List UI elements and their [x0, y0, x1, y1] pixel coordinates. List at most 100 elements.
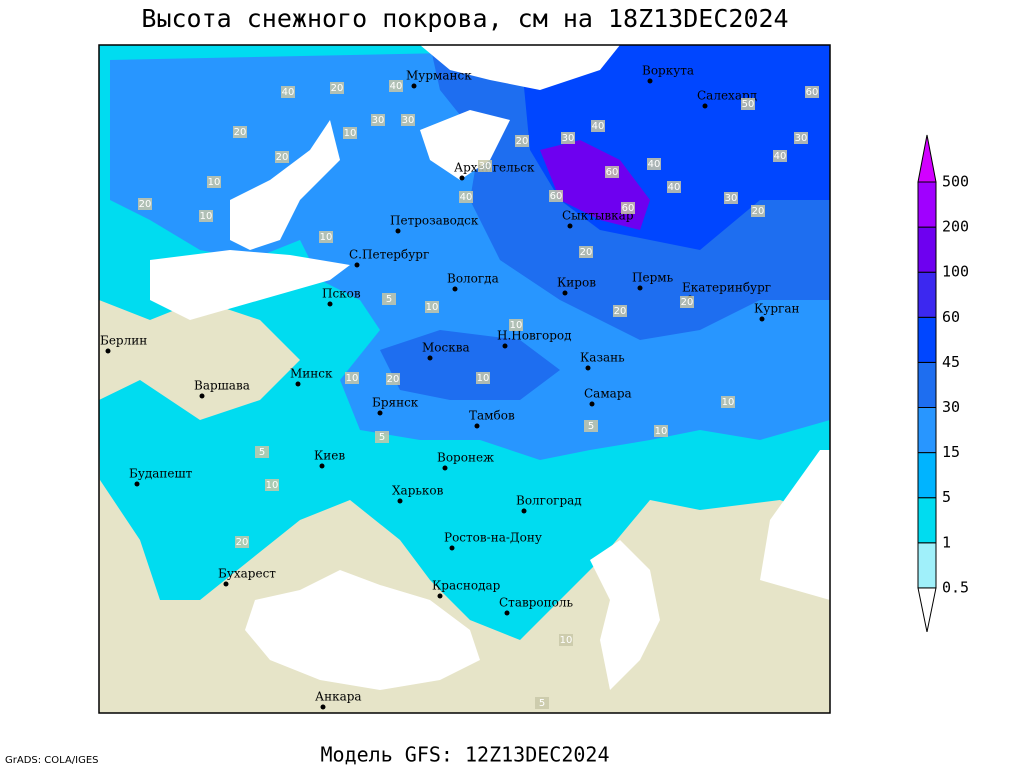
city-dot [647, 78, 653, 84]
contour-label: 30 [479, 161, 492, 172]
contour-label-box [345, 372, 359, 384]
city-label: Киев [314, 449, 345, 463]
contour-label: 5 [259, 447, 265, 458]
colorbar-label: 30 [942, 398, 960, 416]
contour-label: 20 [139, 199, 152, 210]
city-dot [702, 103, 708, 109]
city-dot [437, 593, 443, 599]
contour-label: 20 [681, 297, 694, 308]
colorbar-label: 500 [942, 173, 969, 191]
contour-label-box [386, 373, 400, 385]
city-label: Берлин [100, 334, 147, 348]
contour-label: 10 [426, 302, 439, 313]
colorbar-label: 60 [942, 308, 960, 326]
contour-label-box [275, 151, 289, 163]
city-dot [395, 228, 401, 234]
colorbar-label: 200 [942, 218, 969, 236]
contour-label-box [330, 82, 344, 94]
city-dot [354, 262, 360, 268]
city-dot [521, 508, 527, 514]
city-label: Киров [557, 276, 596, 290]
contour-label-box [680, 296, 694, 308]
contour-label-box [138, 198, 152, 210]
gulf-bothnia [230, 120, 340, 250]
contour-label: 5 [588, 421, 594, 432]
colorbar-label: 45 [942, 353, 960, 371]
colorbar-box [917, 452, 937, 499]
city-dot [637, 285, 643, 291]
contour-label-box [647, 158, 661, 170]
city-label: Анкара [315, 690, 362, 704]
colorbar-label: 15 [942, 443, 960, 461]
contour-label: 10 [344, 128, 357, 139]
city-dot [442, 465, 448, 471]
city-label: Воронеж [437, 451, 494, 465]
colorbar-box [917, 181, 937, 228]
contour-label: 5 [539, 698, 545, 709]
contour-label: 40 [460, 192, 473, 203]
contour-label: 60 [606, 167, 619, 178]
map: Мурманск ВоркутаСалехардАрхангельскСыктыв… [98, 44, 831, 714]
contour-label-box [561, 132, 575, 144]
city-label: Минск [290, 367, 333, 381]
contour-label: 40 [648, 159, 661, 170]
city-label: Екатеринбург [682, 281, 771, 295]
colorbar-box [917, 361, 937, 408]
contour-label: 10 [655, 426, 668, 437]
contour-label-box [199, 210, 213, 222]
snow-30b [380, 330, 560, 400]
colorbar-box [917, 226, 937, 273]
contour-label: 20 [516, 136, 529, 147]
city-label: Н.Новгород [497, 329, 572, 343]
contour-label: 5 [386, 294, 392, 305]
city-dot [319, 463, 325, 469]
city-dot [134, 481, 140, 487]
city-dot [504, 610, 510, 616]
colorbar-cap [917, 134, 937, 183]
city-label: Воркута [642, 64, 694, 78]
contour-label-box [579, 246, 593, 258]
model-label: Модель GFS: 12Z13DEC2024 [321, 743, 610, 767]
city-dot [502, 343, 508, 349]
city-dot [377, 410, 383, 416]
city-dot [585, 365, 591, 371]
contour-label: 40 [282, 87, 295, 98]
city-label: Будапешт [129, 467, 193, 481]
contour-label-box [233, 126, 247, 138]
contour-label: 30 [372, 115, 385, 126]
contour-label: 10 [320, 232, 333, 243]
contour-label-box [389, 80, 403, 92]
contour-label-box [621, 202, 635, 214]
colorbar-label: 0.5 [942, 578, 969, 596]
city-label: Ставрополь [499, 596, 573, 610]
contour-label-box [515, 135, 529, 147]
contour-label-box [382, 293, 396, 305]
title: Высота снежного покрова, см на 18Z13DEC2… [141, 4, 788, 33]
contour-label-box [667, 181, 681, 193]
contour-label: 30 [402, 115, 415, 126]
credit: GrADS: COLA/IGES [5, 755, 99, 766]
contour-label-box [559, 634, 573, 646]
colorbar-label: 1 [942, 533, 951, 551]
contour-label: 40 [668, 182, 681, 193]
city-dot [199, 393, 205, 399]
contour-label-box [255, 446, 269, 458]
city-dot [567, 223, 573, 229]
contour-label-box [319, 231, 333, 243]
contour-label: 10 [722, 397, 735, 408]
city-dot [452, 286, 458, 292]
city-label: Вологда [447, 272, 499, 286]
map-frame [98, 44, 831, 714]
city-label: Псков [322, 287, 361, 301]
contour-label-box [794, 132, 808, 144]
contour-label: 20 [614, 306, 627, 317]
contour-label-box [721, 396, 735, 408]
black-sea [245, 570, 480, 690]
city-dot [562, 290, 568, 296]
contour-label-box [343, 127, 357, 139]
barents-sea [420, 45, 620, 90]
contour-label-box [476, 372, 490, 384]
contour-label: 10 [510, 320, 523, 331]
contour-label-box [805, 86, 819, 98]
contour-label-box [605, 166, 619, 178]
